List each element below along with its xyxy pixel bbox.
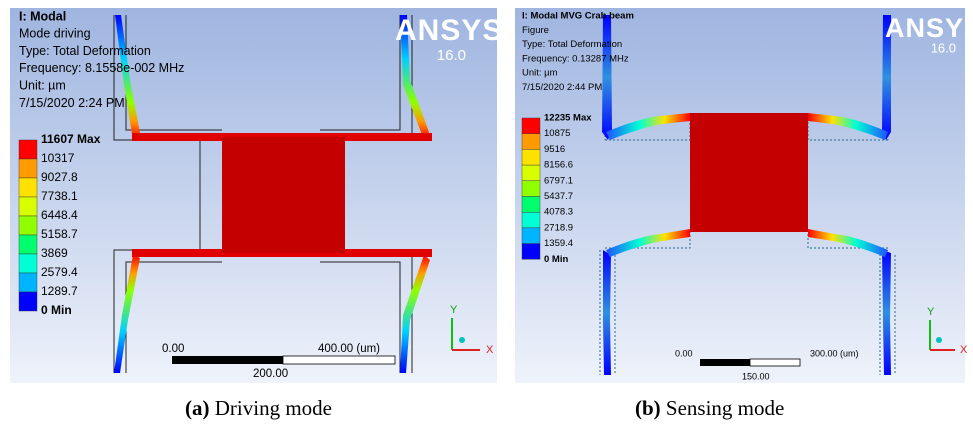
- scale-bar: [700, 359, 750, 366]
- header-line: Type: Total Deformation: [19, 44, 151, 58]
- version: 16.0: [437, 47, 466, 64]
- legend-label: 1359.4: [544, 238, 573, 249]
- legend-label: 10875: [544, 128, 570, 139]
- legend-swatch: [522, 134, 540, 150]
- figure: I: Modal Mode driving Type: Total Deformat…: [0, 0, 973, 423]
- axis-label: X: [960, 344, 968, 356]
- header-line: Frequency: 0.13287 MHz: [522, 53, 629, 64]
- legend-swatch: [522, 165, 540, 181]
- scale-label: 0.00: [162, 343, 184, 355]
- caption-text: Driving mode: [215, 396, 332, 420]
- legend-swatch: [522, 212, 540, 228]
- legend-swatch: [522, 244, 540, 260]
- header-line: Unit: µm: [522, 68, 558, 79]
- legend-label: 5158.7: [41, 227, 78, 241]
- legend-swatch: [19, 178, 37, 197]
- caption-label: (a): [185, 396, 210, 420]
- legend-label: 5437.7: [544, 191, 573, 202]
- beam: [602, 15, 612, 140]
- legend-swatch: [522, 149, 540, 165]
- header-line: Frequency: 8.1558e-002 MHz: [19, 61, 184, 75]
- legend-label: 1289.7: [41, 284, 78, 298]
- legend-swatch: [19, 273, 37, 292]
- scale-bar: [283, 356, 395, 364]
- scale-bar: [750, 359, 800, 366]
- legend-label: 4078.3: [544, 207, 573, 218]
- legend-label: 6448.4: [41, 208, 78, 222]
- scale-bar: [172, 356, 283, 364]
- legend-label: 2718.9: [544, 222, 573, 233]
- scale-label: 300.00 (um): [810, 348, 859, 358]
- header-line: Type: Total Deformation: [522, 39, 622, 50]
- legend-swatch: [522, 181, 540, 197]
- legend-label: 8156.6: [544, 160, 573, 171]
- caption-label: (b): [635, 396, 661, 420]
- header-line: 7/15/2020 2:44 PM: [522, 82, 602, 93]
- legend-label: 0 Min: [41, 303, 72, 317]
- axis-label: Y: [927, 306, 935, 318]
- panel-a: I: Modal Mode driving Type: Total Deformat…: [10, 8, 503, 383]
- proof-mass: [690, 113, 808, 232]
- legend-label: 0 Min: [544, 254, 568, 265]
- legend-swatch: [19, 140, 37, 159]
- legend-swatch: [19, 254, 37, 273]
- legend-label: 11607 Max: [41, 132, 101, 146]
- logo: ANSYS: [885, 13, 973, 43]
- caption: (b) Sensing mode: [635, 396, 784, 420]
- proof-mass: [222, 137, 345, 253]
- legend-swatch: [522, 118, 540, 134]
- legend-swatch: [522, 228, 540, 244]
- axis-label: Y: [450, 304, 458, 316]
- logo: ANSYS: [395, 14, 503, 47]
- header-line: I: Modal: [19, 9, 66, 23]
- scale-label: 0.00: [675, 348, 693, 358]
- legend-swatch: [19, 216, 37, 235]
- page: I: Modal Mode driving Type: Total Deformat…: [0, 0, 973, 423]
- legend-swatch: [19, 197, 37, 216]
- header-line: Unit: µm: [19, 78, 66, 92]
- legend-label: 3869: [41, 246, 68, 260]
- legend-swatch: [19, 235, 37, 254]
- scale-label: 150.00: [742, 371, 770, 381]
- legend-label: 6797.1: [544, 175, 573, 186]
- legend-label: 2579.4: [41, 265, 78, 279]
- header-line: I: Modal MVG Crab beam: [522, 11, 634, 22]
- caption: (a) Driving mode: [185, 396, 332, 420]
- panel-b: I: Modal MVG Crab beam Figure Type: Total …: [515, 8, 973, 383]
- axis-label: X: [486, 344, 494, 356]
- version: 16.0: [931, 40, 956, 55]
- scale-label: 200.00: [253, 368, 288, 380]
- caption-text: Sensing mode: [666, 396, 784, 420]
- legend-swatch: [522, 197, 540, 213]
- legend-label: 10317: [41, 151, 75, 165]
- header-line: Mode driving: [19, 27, 91, 41]
- legend-swatch: [19, 292, 37, 311]
- legend-label: 7738.1: [41, 189, 78, 203]
- legend-label: 9516: [544, 144, 565, 155]
- legend-swatch: [19, 159, 37, 178]
- header-line: Figure: [522, 25, 549, 36]
- scale-label: 400.00 (um): [318, 343, 380, 355]
- header-line: 7/15/2020 2:24 PM: [19, 96, 125, 110]
- beam: [603, 250, 611, 375]
- legend-label: 9027.8: [41, 170, 78, 184]
- legend-label: 12235 Max: [544, 113, 592, 124]
